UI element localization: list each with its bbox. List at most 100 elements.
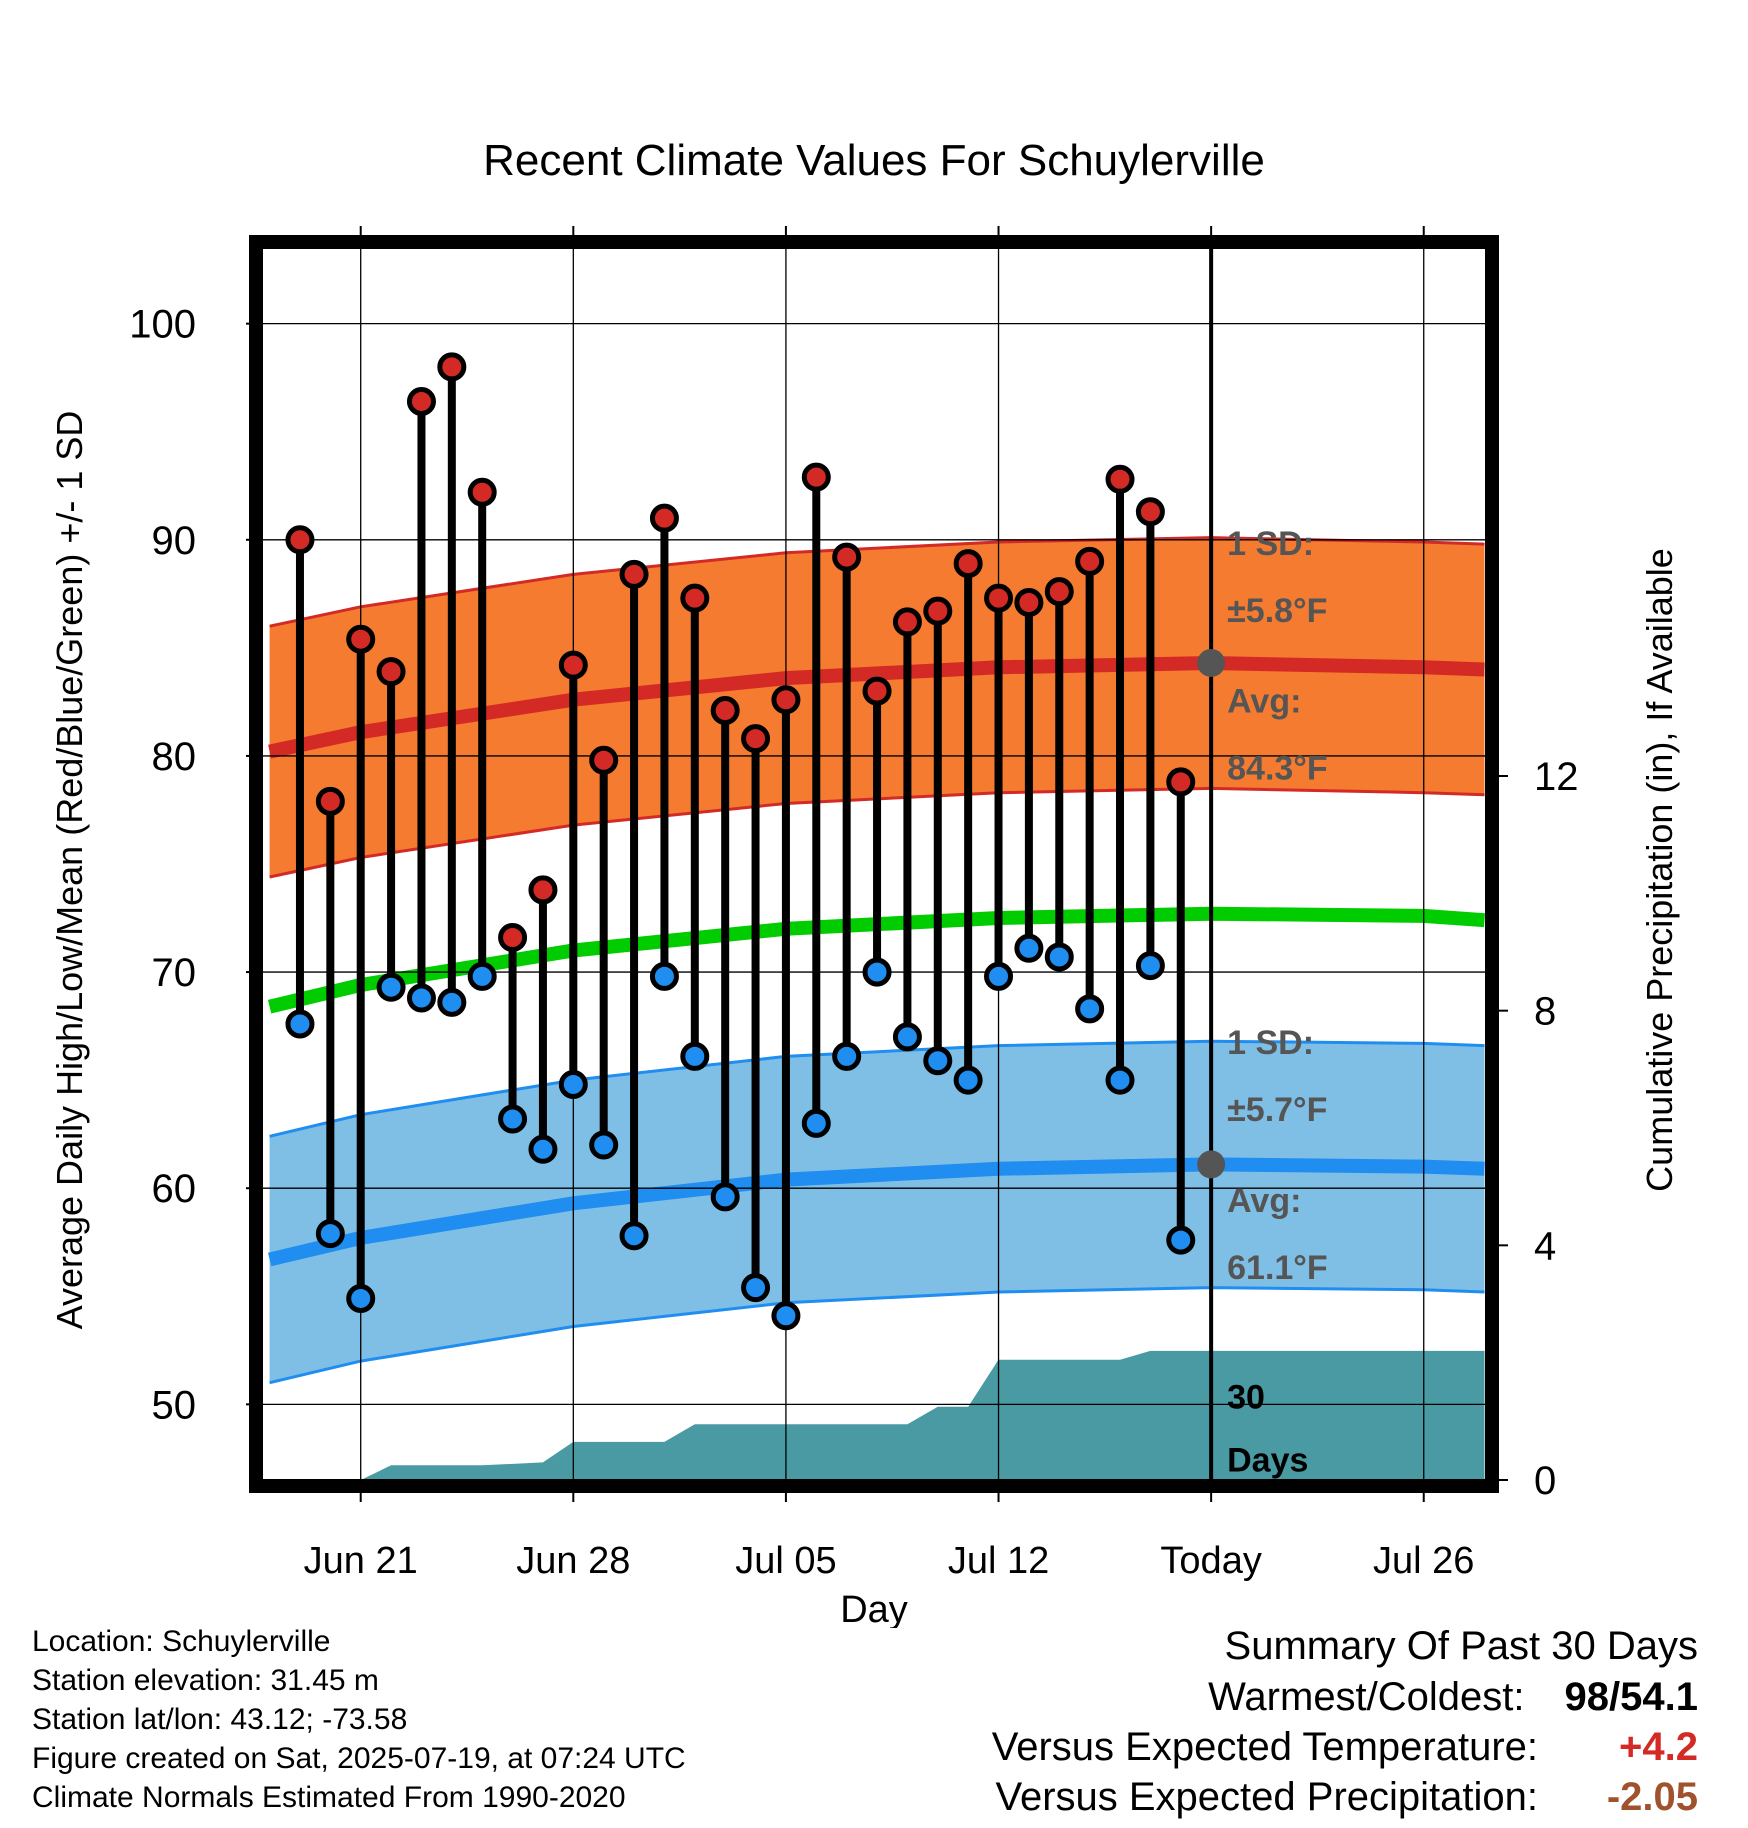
high-point — [1105, 464, 1135, 494]
high-point — [589, 745, 619, 775]
high-point — [285, 525, 315, 555]
high-point — [1166, 767, 1196, 797]
chart-title: Recent Climate Values For Schuylerville — [483, 136, 1265, 185]
x-tick-label: Jul 12 — [948, 1540, 1049, 1582]
high-avg-label: Avg: — [1227, 683, 1301, 721]
low-point — [892, 1022, 922, 1052]
low-avg-today-marker — [1197, 1150, 1226, 1179]
low-point — [437, 987, 467, 1017]
low-avg-value: 61.1°F — [1227, 1249, 1328, 1287]
low-sd-band-lower-edge — [269, 1286, 1485, 1385]
elevation-text: Station elevation: 31.45 m — [32, 1664, 379, 1697]
high-point — [619, 559, 649, 589]
low-point — [498, 1104, 528, 1134]
precip-label: Versus Expected Precipitation: — [995, 1775, 1538, 1819]
high-point — [680, 583, 710, 613]
climate-chart: Recent Climate Values For Schuylerville … — [49, 136, 1680, 1628]
low-point — [832, 1041, 862, 1071]
summary-precip-row: Versus Expected Precipitation: -2.05 — [992, 1772, 1698, 1822]
low-point — [1105, 1065, 1135, 1095]
plot-clip-group: 1 SD: ±5.8°F Avg: 84.3°F 1 SD: ±5.7°F Avg: 61.1… — [262, 248, 1486, 1480]
x-tick-label: Jun 28 — [516, 1540, 630, 1582]
low-point — [1075, 994, 1105, 1024]
summary-title: Summary Of Past 30 Days — [1224, 1624, 1698, 1668]
low-point — [984, 961, 1014, 991]
low-point — [285, 1009, 315, 1039]
high-sd-band-lower-edge — [269, 786, 1485, 879]
y2-tick-label: 4 — [1534, 1224, 1556, 1268]
high-point — [437, 352, 467, 382]
high-point — [741, 724, 771, 754]
high-point — [406, 386, 436, 416]
high-point — [953, 549, 983, 579]
low-avg-line — [267, 1157, 1485, 1267]
high-point — [984, 583, 1014, 613]
precip-value: -2.05 — [1606, 1775, 1698, 1819]
high-point — [376, 657, 406, 687]
low-point — [315, 1219, 345, 1249]
x-tick-label: Today — [1160, 1540, 1261, 1582]
created-text: Figure created on Sat, 2025-07-19, at 07… — [32, 1742, 686, 1775]
low-point — [589, 1130, 619, 1160]
low-point — [923, 1046, 953, 1076]
x-tick-label: Jun 21 — [304, 1540, 418, 1582]
station-info: Location: Schuylerville Station elevatio… — [32, 1622, 686, 1817]
warmest-label: Warmest/Coldest: — [1208, 1675, 1525, 1719]
high-point — [862, 676, 892, 706]
y-axis-label: Average Daily High/Low/Mean (Red/Blue/Gr… — [49, 411, 90, 1330]
low-point — [1014, 933, 1044, 963]
high-point — [1014, 587, 1044, 617]
low-point — [771, 1301, 801, 1331]
y-tick-label: 50 — [152, 1383, 197, 1427]
high-point — [1075, 546, 1105, 576]
low-sd-label: 1 SD: — [1227, 1024, 1314, 1062]
high-point — [771, 685, 801, 715]
location-text: Location: Schuylerville — [32, 1625, 331, 1658]
high-point — [1135, 497, 1165, 527]
high-point — [346, 624, 376, 654]
low-point — [406, 983, 436, 1013]
precip-label-days: Days — [1227, 1441, 1308, 1479]
low-point — [680, 1041, 710, 1071]
high-sd-band-upper-edge — [269, 536, 1485, 628]
high-point — [649, 503, 679, 533]
y2-tick-label: 12 — [1534, 755, 1579, 799]
high-avg-line — [268, 655, 1485, 759]
y2-axis-label: Cumulative Precipitation (in), If Availa… — [1639, 548, 1680, 1192]
high-point — [923, 596, 953, 626]
low-sd-value: ±5.7°F — [1227, 1091, 1327, 1129]
high-point — [498, 922, 528, 952]
y2-tick-label: 8 — [1534, 990, 1556, 1034]
low-point — [649, 961, 679, 991]
high-point — [832, 542, 862, 572]
y2-tick-label: 0 — [1534, 1459, 1556, 1503]
low-point — [558, 1069, 588, 1099]
low-point — [710, 1182, 740, 1212]
low-avg-label: Avg: — [1227, 1182, 1301, 1220]
y-tick-label: 80 — [152, 735, 197, 779]
high-point — [801, 462, 831, 492]
low-point — [1166, 1225, 1196, 1255]
low-sd-band-upper-edge — [269, 1039, 1485, 1138]
summary-warmest-row: Warmest/Coldest: 98/54.1 — [992, 1672, 1698, 1722]
temp-label: Versus Expected Temperature: — [991, 1725, 1538, 1769]
x-axis-label: Day — [840, 1589, 908, 1628]
plot-area: 1 SD: ±5.8°F Avg: 84.3°F 1 SD: ±5.7°F Avg: 61.1… — [129, 226, 1579, 1582]
y-tick-label: 70 — [152, 951, 197, 995]
low-point — [346, 1283, 376, 1313]
low-point — [953, 1065, 983, 1095]
low-point — [801, 1108, 831, 1138]
low-point — [376, 972, 406, 1002]
low-point — [619, 1221, 649, 1251]
summary-temp-row: Versus Expected Temperature: +4.2 — [992, 1722, 1698, 1772]
high-point — [315, 786, 345, 816]
high-sd-value: ±5.8°F — [1227, 592, 1327, 630]
precip-area — [360, 1350, 1485, 1480]
latlon-text: Station lat/lon: 43.12; -73.58 — [32, 1703, 408, 1736]
high-point — [710, 696, 740, 726]
high-avg-value: 84.3°F — [1227, 750, 1328, 788]
normals-text: Climate Normals Estimated From 1990-2020 — [32, 1781, 626, 1814]
precip-label-days-count: 30 — [1227, 1379, 1265, 1417]
high-point — [1044, 577, 1074, 607]
high-avg-today-marker — [1197, 648, 1226, 677]
